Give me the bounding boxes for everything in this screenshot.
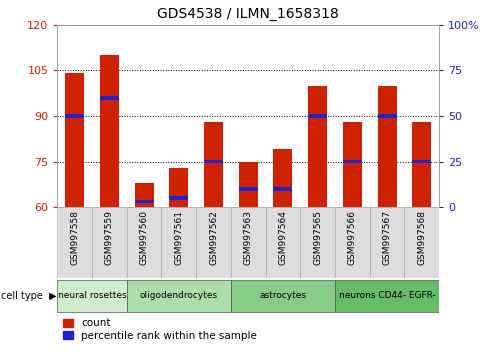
Bar — [335, 207, 370, 278]
Bar — [196, 207, 231, 278]
Text: GSM997568: GSM997568 — [417, 210, 426, 265]
Bar — [135, 200, 154, 204]
Bar — [343, 160, 362, 163]
Bar — [378, 86, 397, 207]
Text: GSM997567: GSM997567 — [383, 210, 392, 265]
Bar — [300, 207, 335, 278]
Bar — [127, 280, 231, 312]
Title: GDS4538 / ILMN_1658318: GDS4538 / ILMN_1658318 — [157, 7, 339, 21]
Bar — [162, 207, 196, 278]
Bar — [308, 114, 327, 118]
Text: GSM997561: GSM997561 — [174, 210, 183, 265]
Bar — [370, 207, 404, 278]
Bar — [65, 73, 84, 207]
Bar — [135, 183, 154, 207]
Bar — [57, 280, 127, 312]
Bar — [265, 207, 300, 278]
Bar — [343, 122, 362, 207]
Bar — [273, 187, 292, 191]
Legend: count, percentile rank within the sample: count, percentile rank within the sample — [62, 319, 257, 341]
Bar — [239, 161, 258, 207]
Bar — [231, 207, 265, 278]
Text: GSM997559: GSM997559 — [105, 210, 114, 265]
Bar — [308, 86, 327, 207]
Text: GSM997564: GSM997564 — [278, 210, 287, 265]
Bar — [412, 122, 431, 207]
Text: GSM997566: GSM997566 — [348, 210, 357, 265]
Bar — [57, 207, 92, 278]
Bar — [65, 114, 84, 118]
Bar — [100, 96, 119, 99]
Bar — [239, 187, 258, 191]
Bar — [231, 280, 335, 312]
Bar — [169, 167, 189, 207]
Bar — [169, 196, 189, 200]
Bar — [100, 55, 119, 207]
Text: GSM997563: GSM997563 — [244, 210, 253, 265]
Text: GSM997558: GSM997558 — [70, 210, 79, 265]
Text: GSM997565: GSM997565 — [313, 210, 322, 265]
Bar — [273, 149, 292, 207]
Bar — [92, 207, 127, 278]
Text: astrocytes: astrocytes — [259, 291, 306, 301]
Text: neural rosettes: neural rosettes — [58, 291, 126, 301]
Bar — [204, 122, 223, 207]
Bar — [412, 160, 431, 163]
Text: neurons CD44- EGFR-: neurons CD44- EGFR- — [339, 291, 436, 301]
Bar — [404, 207, 439, 278]
Bar — [378, 114, 397, 118]
Bar — [127, 207, 162, 278]
Text: GSM997560: GSM997560 — [140, 210, 149, 265]
Text: GSM997562: GSM997562 — [209, 210, 218, 265]
Bar — [335, 280, 439, 312]
Text: oligodendrocytes: oligodendrocytes — [140, 291, 218, 301]
Text: cell type  ▶: cell type ▶ — [1, 291, 56, 301]
Bar — [204, 160, 223, 163]
